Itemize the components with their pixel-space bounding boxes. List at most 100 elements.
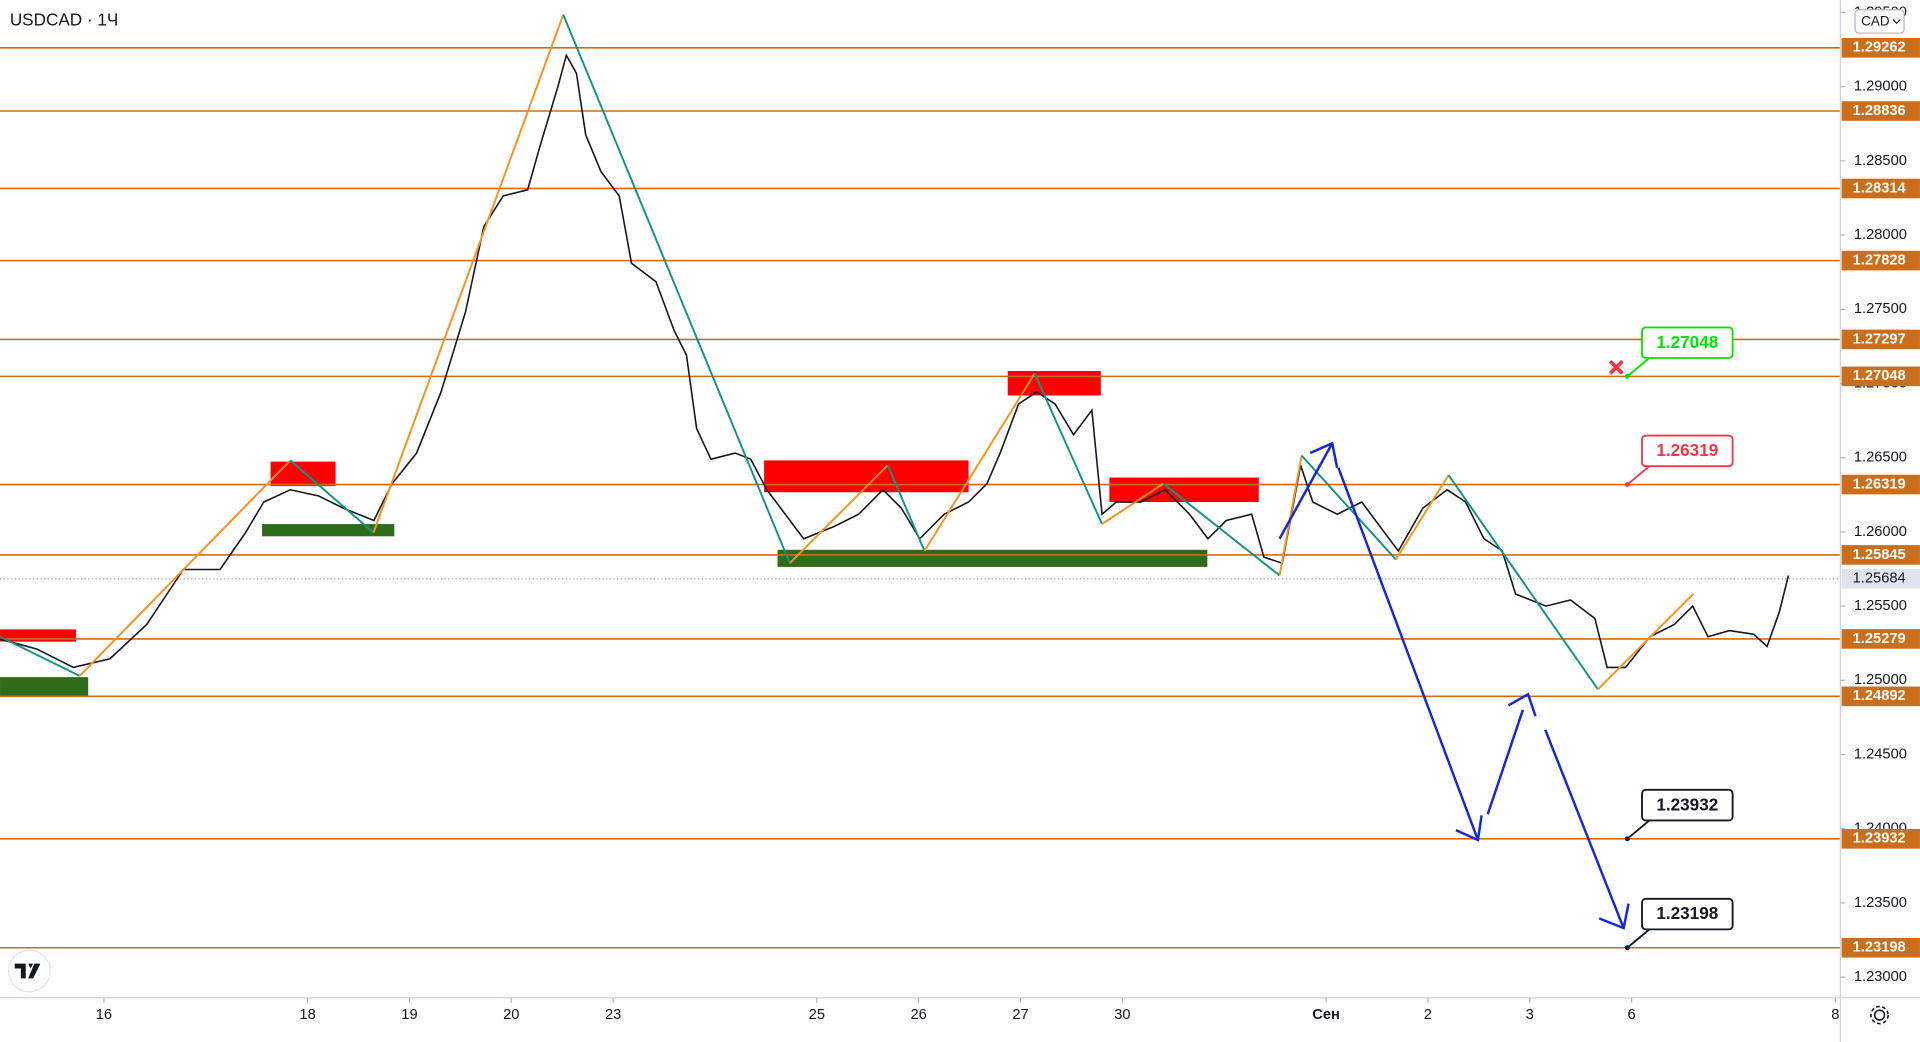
callout: 1.23198	[1624, 897, 1734, 951]
supply-zone	[0, 629, 76, 642]
level-label: 1.25845	[1853, 547, 1906, 563]
callout-box	[1641, 434, 1734, 468]
zigzag-down	[1162, 482, 1281, 577]
zigzag-down	[1300, 454, 1397, 561]
level-label: 1.29262	[1853, 40, 1906, 56]
levels	[0, 46, 1841, 949]
arrowhead	[1598, 903, 1630, 930]
x-tick-label: 19	[401, 1007, 417, 1023]
legend-bg	[0, 0, 145, 42]
x-tick-label: 8	[1831, 1007, 1839, 1023]
dropdown-icon[interactable]	[1892, 19, 1901, 25]
level-label: 1.27297	[1853, 331, 1906, 347]
zigzag-up	[372, 14, 565, 533]
forecast-arrows	[1278, 441, 1630, 930]
level-label-bg	[1841, 474, 1920, 495]
arrowhead	[1309, 441, 1339, 468]
callout-box	[1641, 897, 1734, 931]
level-label-bg	[1841, 366, 1920, 387]
level-label: 1.23932	[1853, 831, 1906, 847]
y-tick-label: 1.29000	[1854, 79, 1907, 95]
level-label-bg	[1841, 829, 1920, 849]
x-tick-label: 2	[1424, 1007, 1432, 1023]
level-label-bg	[1841, 37, 1920, 58]
x-tick-label: 27	[1012, 1007, 1028, 1023]
y-tick-label: 1.28500	[1854, 153, 1907, 169]
level-label-bg	[1841, 329, 1920, 350]
level-label-bg	[1841, 545, 1920, 565]
callout: 1.23932	[1624, 788, 1734, 842]
y-tick-label: 1.23000	[1854, 969, 1907, 985]
currency[interactable]: CAD	[1861, 14, 1890, 29]
settings-icon[interactable]	[1870, 1005, 1889, 1025]
logo	[14, 963, 41, 979]
currency-button[interactable]	[1854, 9, 1905, 34]
callout: 1.26319	[1624, 434, 1734, 488]
last-price-bg	[1841, 569, 1920, 589]
demand-zone	[262, 524, 395, 537]
callout-point	[1624, 945, 1630, 951]
callout-label: 1.23932	[1656, 794, 1718, 814]
y-tick-label: 1.26500	[1854, 450, 1907, 466]
y-tick-label: 1.26000	[1854, 524, 1907, 540]
zigzag-down	[562, 14, 791, 564]
supply-zone	[1109, 477, 1259, 503]
x-tick-label: 3	[1526, 1007, 1534, 1023]
gear[interactable]	[1873, 1009, 1886, 1021]
zigzag-up	[1597, 593, 1695, 691]
x-tick-label: 25	[809, 1007, 825, 1023]
logo-bg	[7, 949, 51, 993]
demand-zone	[777, 549, 1208, 567]
zones	[0, 371, 1259, 697]
level-label-bg	[1841, 101, 1920, 121]
level-label: 1.25279	[1853, 631, 1906, 647]
cancel-mark	[1608, 359, 1624, 375]
price-line	[0, 53, 1790, 669]
last-price-label: 1.25684	[1853, 571, 1906, 587]
level-label-bg	[1841, 686, 1920, 707]
callout-pointer	[1626, 819, 1650, 840]
gear[interactable]	[1870, 1005, 1889, 1025]
zigzag-down	[886, 464, 926, 552]
supply-zone	[1007, 371, 1101, 396]
tv-logo	[7, 949, 51, 993]
level-label: 1.28314	[1853, 180, 1907, 196]
arrow	[1278, 442, 1334, 540]
y-tick-label: 1.23500	[1854, 895, 1907, 911]
x-tick-label: 18	[299, 1007, 315, 1023]
callout-box	[1641, 326, 1734, 359]
arrow	[1337, 467, 1480, 841]
level-label-bg	[1841, 937, 1920, 958]
x-tick-label: 23	[605, 1007, 621, 1023]
callout-label: 1.27048	[1656, 332, 1718, 352]
zigzag-up	[1278, 455, 1303, 576]
level-label-bg	[1841, 629, 1920, 649]
cross	[1608, 359, 1624, 375]
callout-point	[1624, 373, 1630, 379]
axes: 1.230001.235001.240001.245001.250001.255…	[96, 4, 1920, 1023]
x-tick-label: 30	[1114, 1007, 1130, 1023]
annotations: 1.27048 1.26319 1.23932 1.23198	[1624, 326, 1734, 951]
arrow	[1486, 693, 1530, 815]
level-label-bg	[1841, 178, 1920, 199]
callout-pointer	[1626, 465, 1650, 486]
x-tick-label: Сен	[1312, 1007, 1340, 1023]
level-label: 1.27048	[1853, 368, 1906, 384]
level-label: 1.27828	[1853, 252, 1906, 268]
x-tick-label: 20	[503, 1007, 519, 1023]
zigzag-up	[1101, 482, 1164, 525]
callout-label: 1.23198	[1656, 903, 1718, 923]
y-tick-label: 1.28000	[1854, 227, 1907, 243]
y-tick-label: 1.25500	[1854, 598, 1907, 614]
arrow	[1544, 729, 1625, 929]
callout-point	[1624, 482, 1630, 488]
zigzag-down	[0, 635, 81, 677]
callout-point	[1624, 836, 1630, 842]
callout-box	[1641, 788, 1734, 822]
level-label: 1.26319	[1853, 476, 1906, 492]
callout-pointer	[1626, 928, 1650, 949]
x-tick-label: 26	[911, 1007, 927, 1023]
arrowhead	[1507, 692, 1537, 717]
